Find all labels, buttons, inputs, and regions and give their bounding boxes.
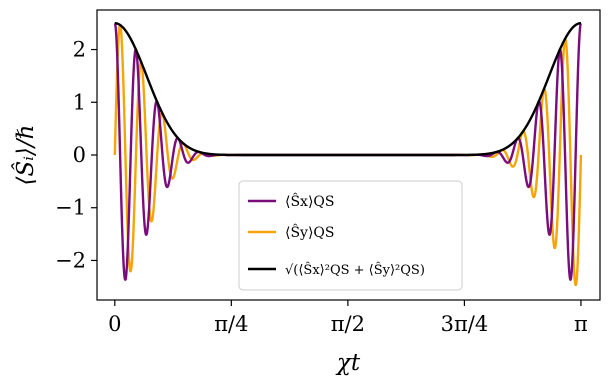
x-axis-label: χt bbox=[335, 350, 361, 376]
x-tick-label: 3π/4 bbox=[441, 312, 489, 336]
legend-box bbox=[238, 180, 463, 291]
legend-entry-label: ⟨Ŝy⟩QS bbox=[285, 223, 335, 241]
axes: 0 π/4 π/2 3π/4 π 2 1 0 −1 −2 χt ⟨Ŝᵢ⟩/ℏ bbox=[12, 9, 601, 376]
y-tick-label: 0 bbox=[73, 143, 86, 167]
y-tick-label: −2 bbox=[55, 248, 86, 272]
y-axis-label: ⟨Ŝᵢ⟩/ℏ bbox=[12, 125, 39, 186]
legend-entry-label: √(⟨Ŝx⟩²QS + ⟨Ŝy⟩²QS) bbox=[285, 261, 425, 278]
x-tick-label: π/2 bbox=[331, 312, 365, 336]
plot-area bbox=[113, 21, 583, 287]
x-tick-label: π bbox=[574, 312, 588, 336]
y-tick-label: 2 bbox=[73, 38, 86, 62]
x-tick-label: π/4 bbox=[214, 312, 248, 336]
series-envelope-line bbox=[113, 21, 583, 157]
x-tick-label: 0 bbox=[108, 312, 121, 336]
y-tick-label: −1 bbox=[55, 196, 86, 220]
legend-entry-label: ⟨Ŝx⟩QS bbox=[285, 192, 334, 210]
legend: ⟨Ŝx⟩QS ⟨Ŝy⟩QS √(⟨Ŝx⟩²QS + ⟨Ŝy⟩²QS) bbox=[238, 180, 463, 291]
y-tick-label: 1 bbox=[73, 90, 86, 114]
